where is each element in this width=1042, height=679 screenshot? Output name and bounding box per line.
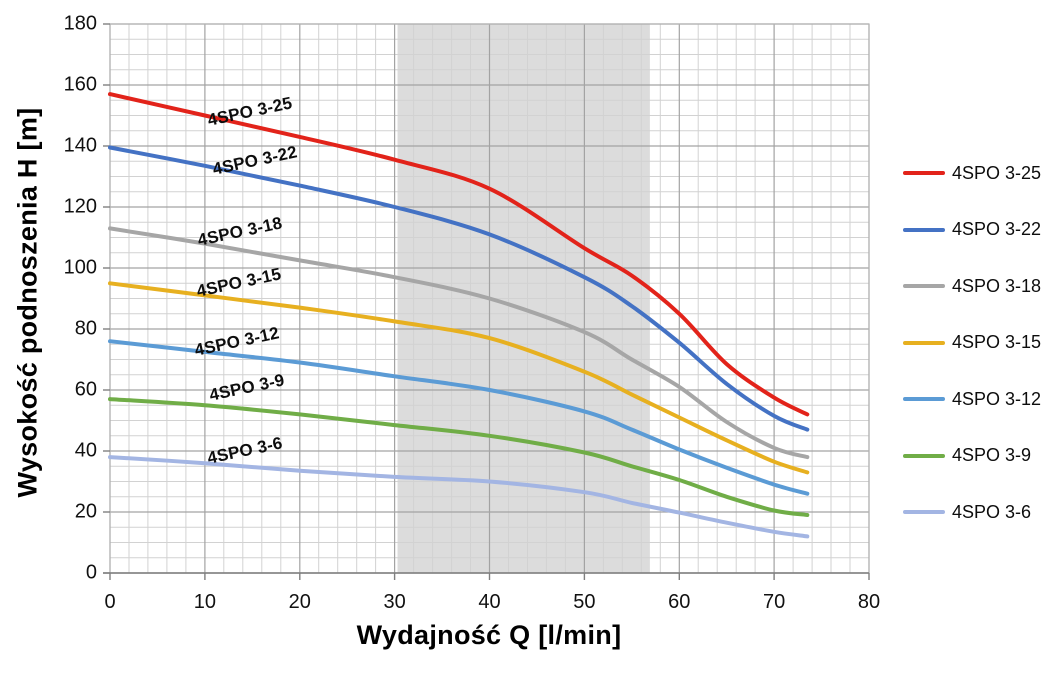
- legend-item: 4SPO 3-22: [903, 202, 1042, 259]
- y-tick-label: 40: [74, 439, 97, 462]
- y-tick-label: 20: [74, 500, 97, 523]
- legend: 4SPO 3-25 4SPO 3-22 4SPO 3-18 4SPO 3-15 4SPO…: [903, 145, 1042, 541]
- legend-swatch: [903, 397, 945, 402]
- legend-item: 4SPO 3-6: [903, 484, 1042, 541]
- series-curve-4spo-3-9: [108, 397, 810, 517]
- legend-label: 4SPO 3-22: [952, 219, 1042, 240]
- series-curve-4spo-3-25: [108, 92, 810, 417]
- x-tick-label: 70: [762, 591, 786, 613]
- y-tick-label: 80: [74, 317, 97, 340]
- series-curve-4spo-3-15: [108, 281, 810, 475]
- y-tick-label: 0: [85, 561, 97, 584]
- series-curve-4spo-3-18: [108, 226, 810, 460]
- y-tick-label: 60: [74, 378, 97, 401]
- x-tick-label: 50: [573, 591, 596, 613]
- legend-swatch: [903, 227, 945, 232]
- x-tick-label: 80: [857, 591, 881, 613]
- legend-item: 4SPO 3-18: [903, 258, 1042, 315]
- legend-swatch: [903, 171, 945, 176]
- legend-label: 4SPO 3-18: [952, 275, 1042, 296]
- y-tick-label: 160: [63, 73, 97, 96]
- legend-label: 4SPO 3-9: [952, 445, 1032, 466]
- legend-label: 4SPO 3-15: [952, 332, 1042, 353]
- legend-label: 4SPO 3-12: [952, 388, 1042, 409]
- series-curve-4spo-3-6: [108, 455, 810, 539]
- legend-label: 4SPO 3-6: [952, 501, 1032, 522]
- x-axis-title: Wydajność Q [l/min]: [356, 620, 622, 650]
- legend-item: 4SPO 3-9: [903, 428, 1042, 485]
- x-tick-label: 60: [668, 591, 691, 613]
- x-tick-label: 30: [383, 591, 406, 613]
- series-curve-4spo-3-22: [108, 145, 810, 432]
- x-tick-label: 10: [193, 591, 217, 613]
- legend-label: 4SPO 3-25: [952, 162, 1042, 183]
- y-tick-label: 120: [63, 195, 97, 218]
- y-axis-title: Wysokość podnoszenia H [m]: [12, 107, 43, 498]
- series-curve-4spo-3-12: [108, 339, 810, 496]
- legend-swatch: [903, 340, 945, 345]
- legend-swatch: [903, 453, 945, 458]
- y-tick-label: 140: [63, 134, 97, 157]
- x-tick-label: 0: [104, 591, 116, 613]
- legend-item: 4SPO 3-12: [903, 371, 1042, 428]
- legend-item: 4SPO 3-15: [903, 315, 1042, 372]
- legend-item: 4SPO 3-25: [903, 145, 1042, 202]
- legend-swatch: [903, 510, 945, 515]
- x-tick-label: 40: [478, 591, 501, 613]
- x-tick-label: 20: [288, 591, 311, 613]
- legend-swatch: [903, 284, 945, 289]
- y-tick-label: 100: [63, 256, 97, 279]
- y-tick-label: 180: [63, 12, 97, 35]
